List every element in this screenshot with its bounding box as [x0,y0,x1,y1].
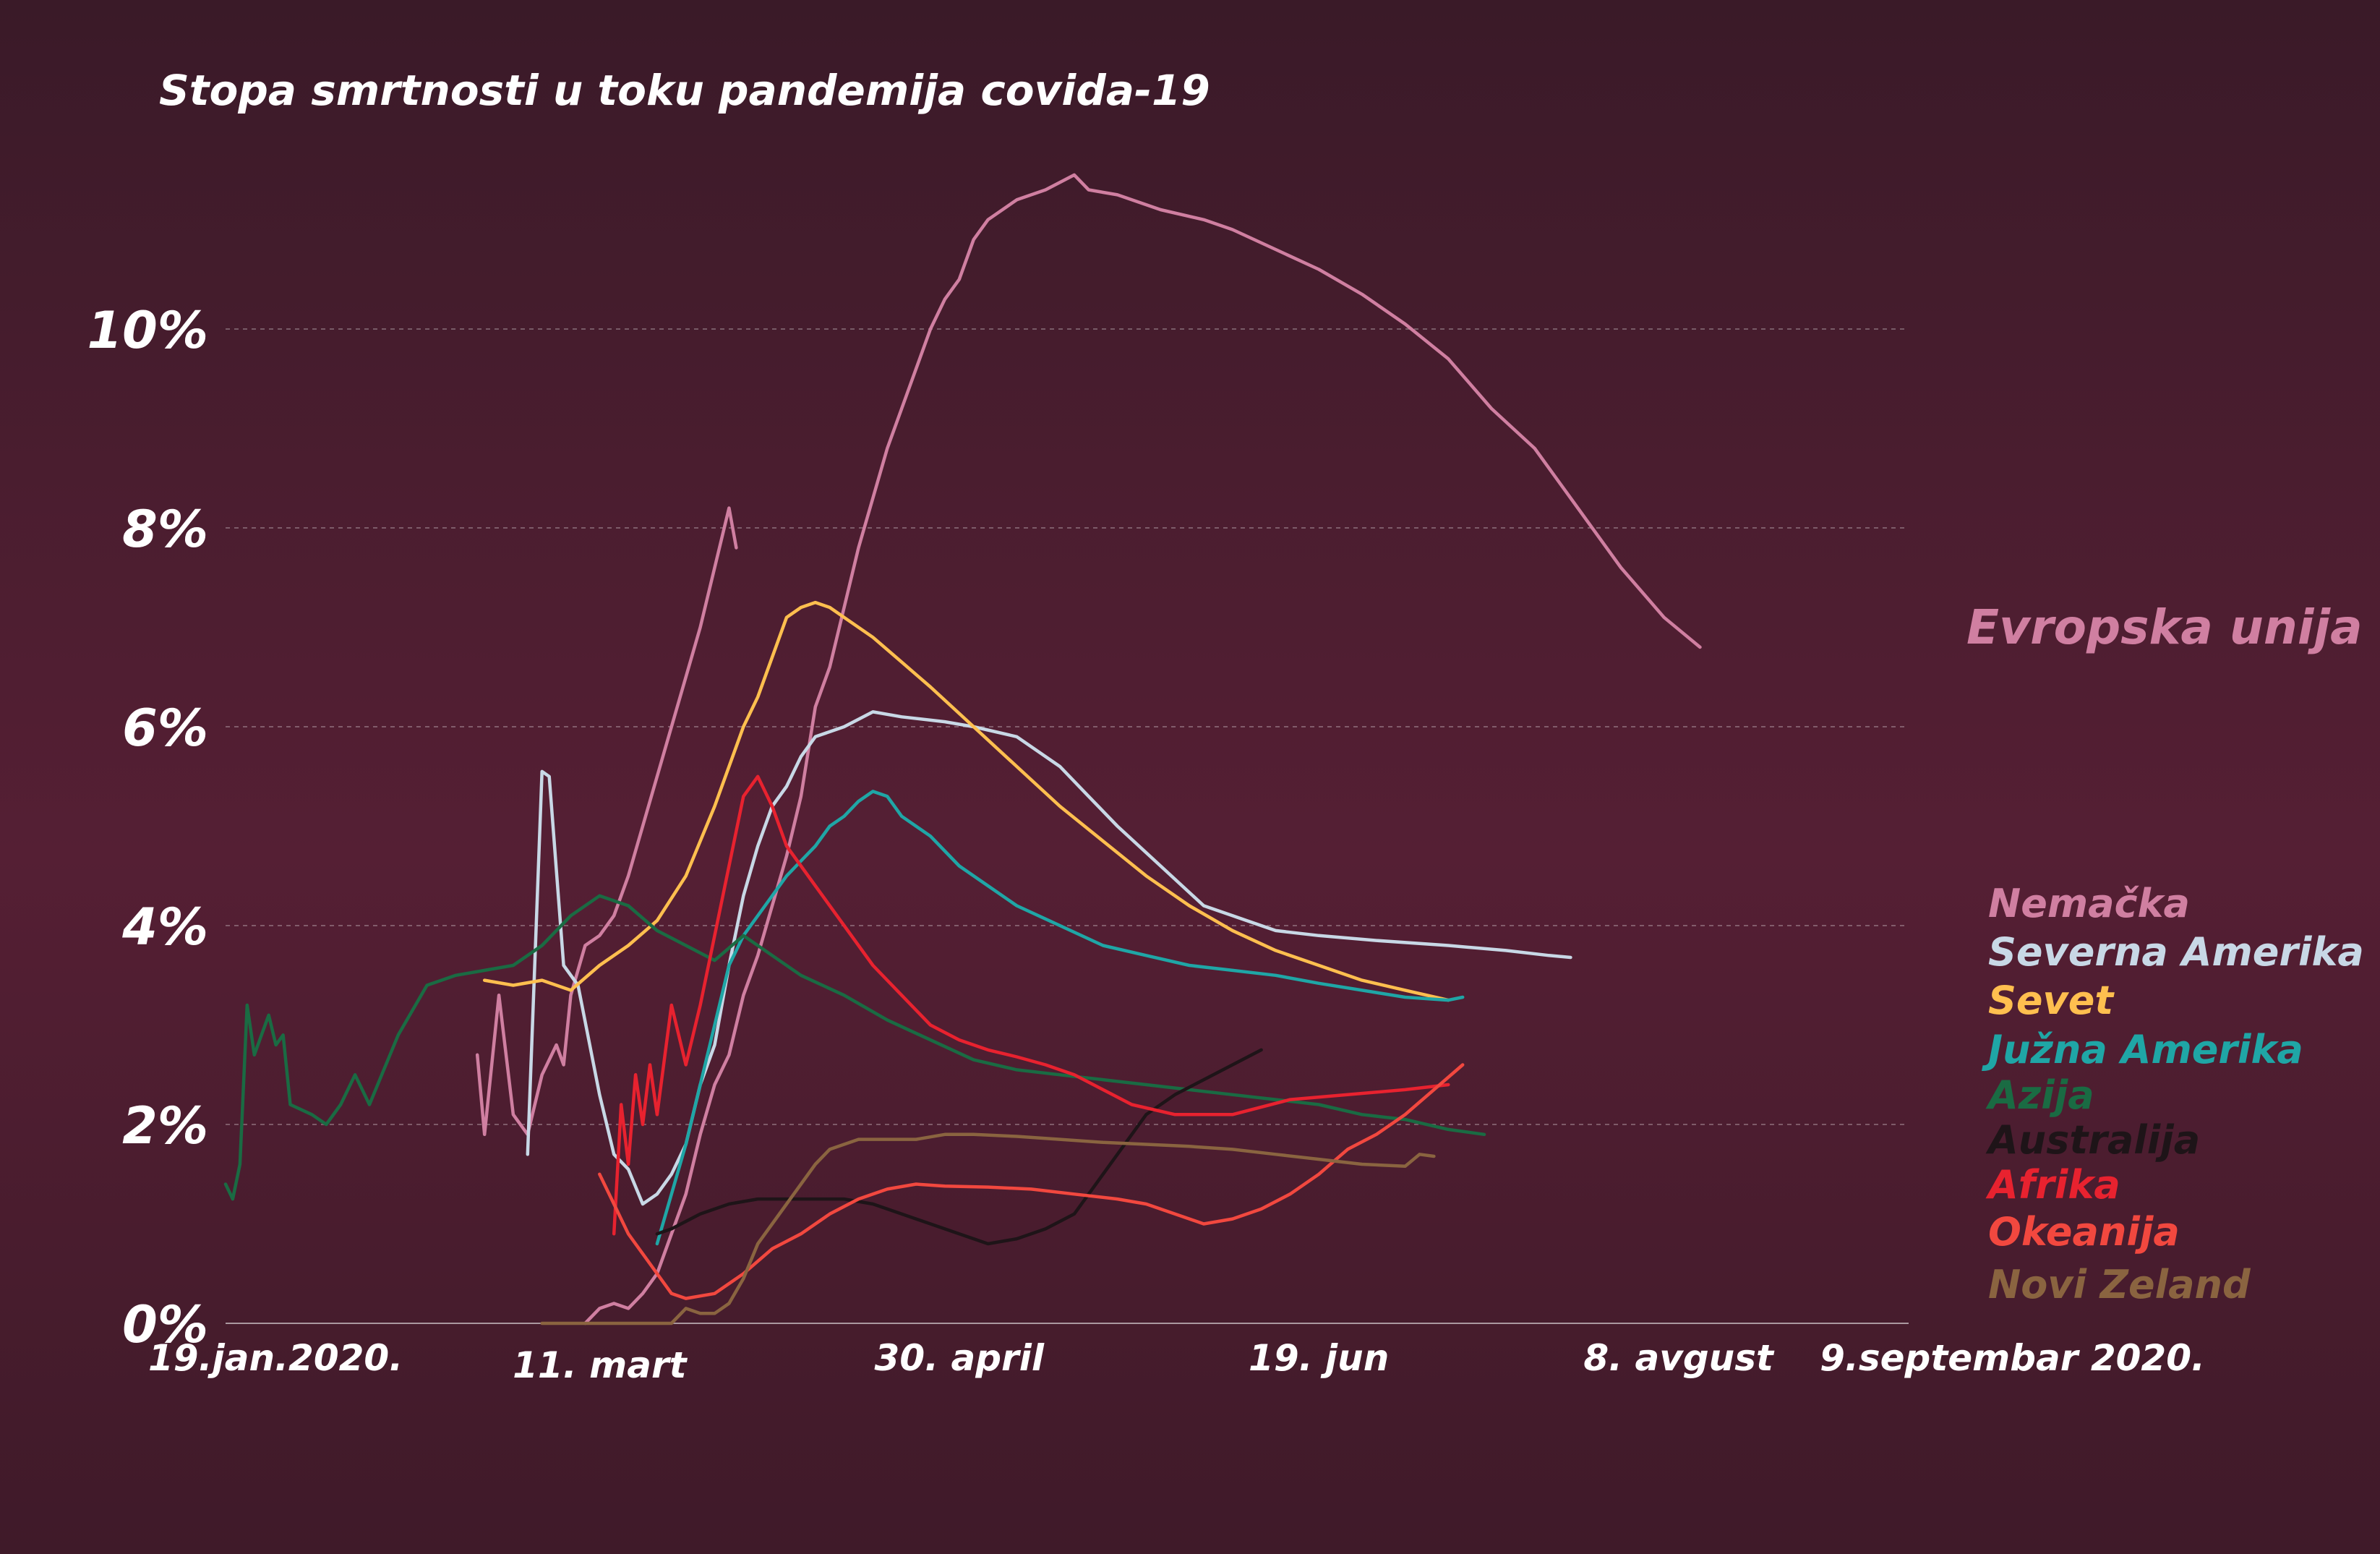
legend-label: Nemačka [1988,881,2190,926]
legend-label: Sevet [1988,978,2115,1023]
y-axis-ticks: 0% 2% 4% 6% 8% 10% [87,301,208,1354]
x-tick-label: 19.jan.2020. [148,1337,403,1379]
legend-label: Afrika [1985,1162,2120,1208]
legend-label: Novi Zeland [1988,1262,2251,1307]
y-tick-label: 2% [122,1096,208,1156]
legend-label: Azija [1985,1072,2094,1118]
x-tick-label: 8. avgust [1583,1337,1775,1379]
legend-label: Južna Amerika [1982,1027,2303,1072]
y-tick-label: 10% [87,301,208,360]
data-series [223,173,1702,1325]
legend-label: Australija [1985,1117,2200,1163]
y-tick-label: 6% [122,699,208,758]
series-line-sevet [482,600,1450,1002]
series-line-nema-ka [475,506,738,1137]
x-tick-label: 30. april [875,1337,1045,1379]
chart-title: Stopa smrtnosti u toku pandemija covida-… [159,66,1210,115]
legend-label: Okeanija [1988,1209,2180,1255]
legend-label: Severna Amerika [1988,929,2364,975]
series-line-australija [655,1048,1263,1246]
x-tick-label: 11. mart [513,1344,688,1386]
series-line-evropska-unija [583,173,1702,1325]
gridlines [226,328,1909,1324]
series-line-okeanija [598,1063,1465,1300]
series-line-azija [223,894,1486,1201]
y-tick-label: 8% [122,500,208,559]
legend-label: Evropska unija [1966,599,2363,655]
series-line-ju-na-amerika [655,790,1465,1246]
y-tick-label: 4% [121,897,208,957]
x-axis-ticks: 19.jan.2020. 11. mart 30. april 19. jun 8. a… [148,1337,2205,1386]
y-tick-label: 0% [122,1295,208,1354]
x-tick-label: 19. jun [1249,1337,1389,1379]
x-tick-label: 9.septembar 2020. [1820,1337,2205,1379]
series-line-novi-zeland [540,1132,1436,1325]
series-line-severna-amerika [526,710,1572,1206]
series-line-afrika [612,774,1450,1236]
